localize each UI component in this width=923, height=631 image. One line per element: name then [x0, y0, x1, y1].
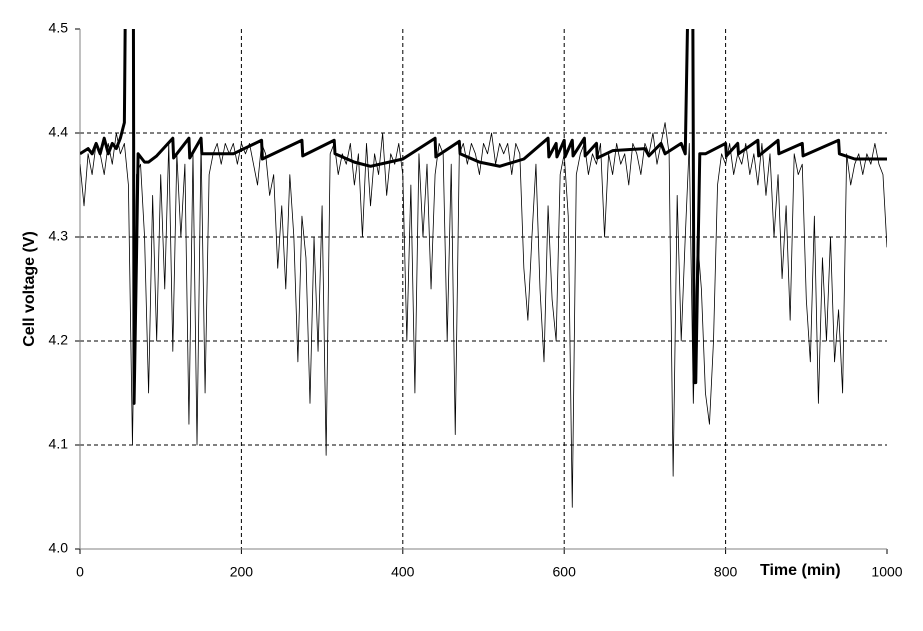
x-tick-label: 600	[553, 564, 577, 580]
line-series	[80, 29, 887, 405]
y-tick-label: 4.2	[49, 332, 69, 348]
x-tick-label: 800	[714, 564, 738, 580]
x-axis-label: Time (min)	[760, 562, 841, 579]
x-tick-label: 1000	[871, 564, 902, 580]
y-tick-label: 4.5	[49, 20, 69, 36]
y-tick-label: 4.4	[49, 124, 69, 140]
x-tick-label: 0	[76, 564, 84, 580]
y-tick-label: 4.0	[49, 540, 69, 556]
y-tick-label: 4.1	[49, 436, 69, 452]
line-series	[80, 122, 887, 508]
x-tick-label: 400	[391, 564, 415, 580]
y-tick-label: 4.3	[49, 228, 69, 244]
y-axis-label: Cell voltage (V)	[21, 231, 38, 347]
x-tick-label: 200	[230, 564, 254, 580]
